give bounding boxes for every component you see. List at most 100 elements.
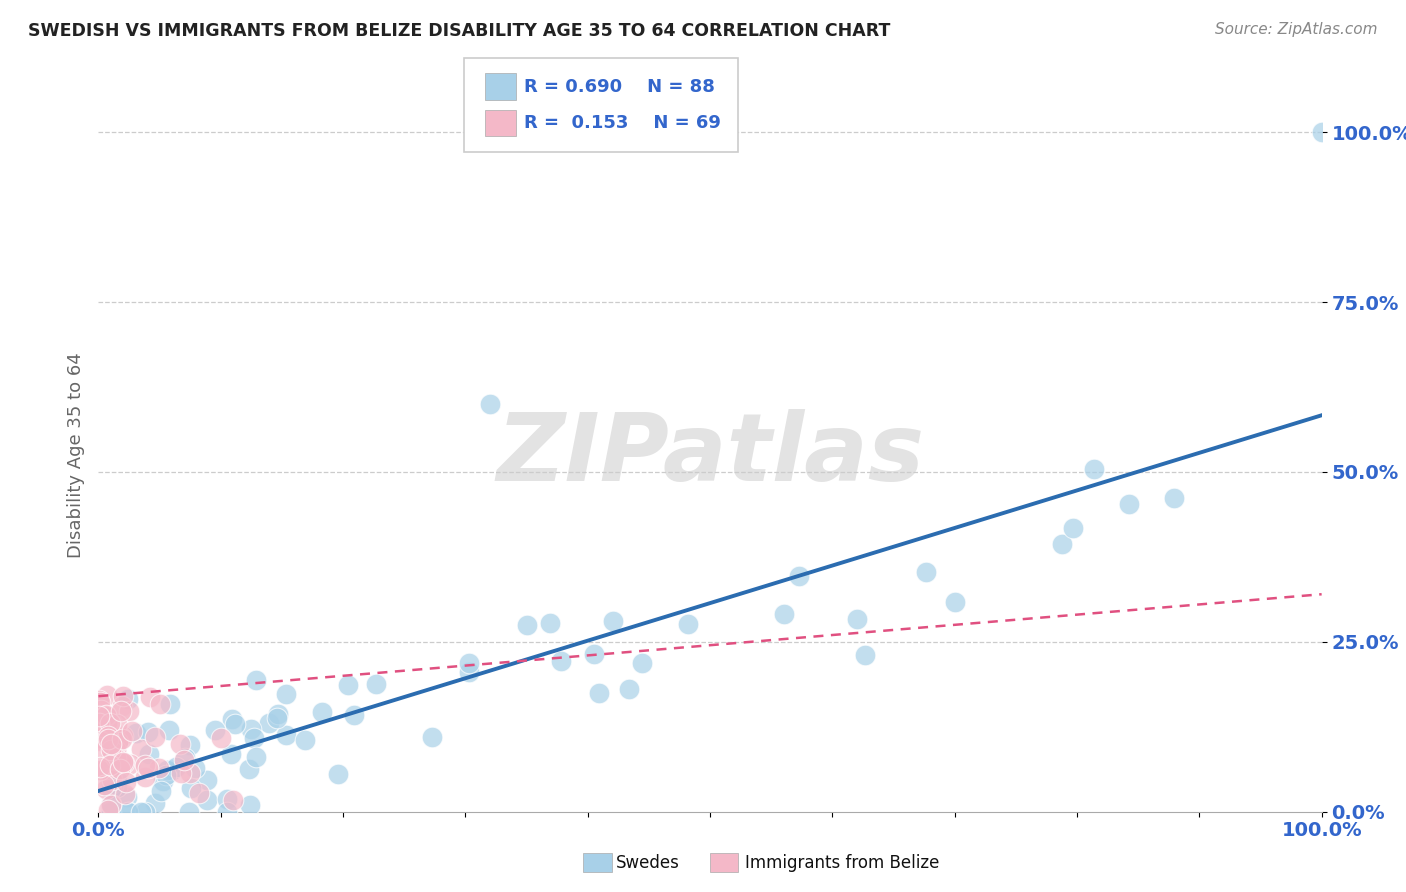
- Point: [177, 805, 200, 819]
- Point: [114, 775, 136, 789]
- Point: [90, 731, 112, 745]
- Point: [215, 791, 238, 805]
- Point: [516, 617, 538, 632]
- Point: [458, 656, 481, 670]
- Point: [170, 766, 193, 780]
- Point: [136, 725, 159, 739]
- Point: [165, 760, 187, 774]
- Point: [294, 733, 316, 747]
- Point: [245, 673, 267, 687]
- Point: [100, 760, 122, 774]
- Point: [156, 763, 179, 777]
- Point: [180, 780, 202, 795]
- Point: [239, 797, 262, 812]
- Point: [90, 734, 112, 748]
- Point: [915, 565, 938, 579]
- Text: Swedes: Swedes: [616, 854, 679, 871]
- Point: [148, 761, 170, 775]
- Point: [117, 805, 139, 819]
- Point: [588, 686, 610, 700]
- Point: [155, 768, 177, 782]
- Point: [100, 742, 122, 756]
- Point: [89, 763, 111, 777]
- Point: [97, 729, 120, 743]
- Point: [100, 805, 122, 819]
- Point: [100, 748, 122, 763]
- Point: [96, 716, 118, 731]
- Point: [104, 743, 127, 757]
- Point: [110, 730, 132, 744]
- Point: [204, 723, 226, 738]
- Point: [100, 781, 122, 796]
- Point: [125, 726, 148, 740]
- Point: [134, 770, 156, 784]
- Point: [583, 647, 606, 661]
- Point: [87, 715, 110, 730]
- Point: [457, 665, 479, 679]
- Point: [110, 756, 132, 770]
- Point: [274, 687, 297, 701]
- Point: [117, 692, 139, 706]
- Point: [107, 735, 129, 749]
- Point: [221, 712, 243, 726]
- Point: [101, 766, 124, 780]
- Point: [129, 741, 152, 756]
- Point: [676, 616, 699, 631]
- Point: [87, 692, 110, 706]
- Point: [179, 738, 201, 752]
- Text: ZIPatlas: ZIPatlas: [496, 409, 924, 501]
- Point: [105, 780, 128, 794]
- Point: [100, 778, 122, 792]
- Point: [326, 766, 349, 780]
- Point: [96, 689, 118, 703]
- Point: [100, 768, 122, 782]
- Point: [219, 747, 242, 761]
- Point: [138, 747, 160, 762]
- Point: [631, 657, 654, 671]
- Point: [105, 716, 128, 731]
- Point: [187, 786, 209, 800]
- Point: [1163, 491, 1185, 506]
- Point: [114, 787, 136, 801]
- Point: [89, 731, 111, 746]
- Point: [111, 731, 134, 746]
- Y-axis label: Disability Age 35 to 64: Disability Age 35 to 64: [66, 352, 84, 558]
- Point: [94, 782, 117, 797]
- Point: [103, 780, 125, 794]
- Point: [943, 595, 966, 609]
- Point: [550, 654, 572, 668]
- Point: [100, 752, 122, 766]
- Point: [619, 682, 641, 697]
- Point: [100, 747, 122, 761]
- Point: [110, 762, 132, 776]
- Point: [364, 677, 387, 691]
- Point: [98, 715, 121, 730]
- Point: [96, 718, 118, 732]
- Point: [94, 707, 117, 722]
- Point: [311, 706, 333, 720]
- Point: [100, 797, 122, 811]
- Point: [89, 759, 111, 773]
- Point: [143, 796, 166, 810]
- Point: [101, 773, 124, 788]
- Point: [195, 793, 218, 807]
- Point: [1050, 537, 1073, 551]
- Point: [87, 709, 110, 723]
- Text: R =  0.153    N = 69: R = 0.153 N = 69: [524, 114, 721, 132]
- Point: [94, 762, 117, 776]
- Point: [238, 762, 260, 776]
- Point: [173, 753, 195, 767]
- Point: [96, 709, 118, 723]
- Point: [93, 721, 115, 735]
- Point: [336, 678, 359, 692]
- Point: [100, 777, 122, 791]
- Point: [87, 740, 110, 755]
- Point: [98, 757, 121, 772]
- Point: [179, 765, 201, 780]
- Point: [112, 729, 135, 743]
- Point: [787, 568, 810, 582]
- Point: [224, 717, 246, 731]
- Point: [174, 751, 197, 765]
- Point: [93, 779, 115, 793]
- Point: [1062, 521, 1084, 535]
